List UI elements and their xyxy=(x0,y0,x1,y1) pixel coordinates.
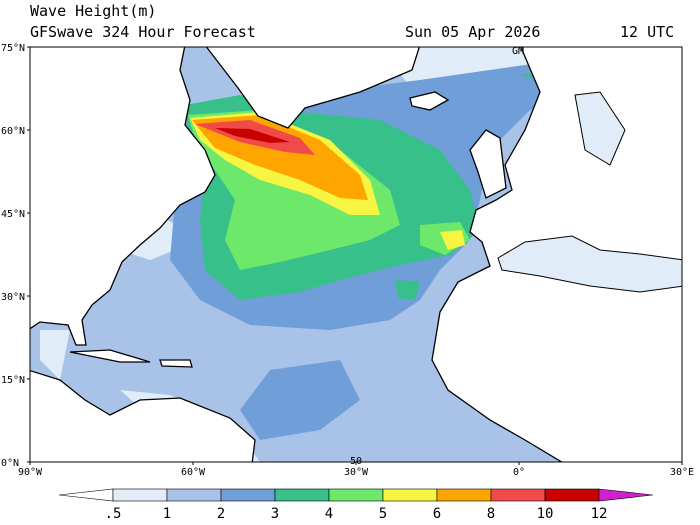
colorbar-label: 2 xyxy=(217,506,225,522)
colorbar-label: 10 xyxy=(537,506,554,522)
lon-label: 30°W xyxy=(344,467,369,478)
lon-label: 90°W xyxy=(18,467,43,478)
colorbar-label: 8 xyxy=(487,506,495,522)
lat-label: 60°N xyxy=(1,126,25,137)
map: GM 50 xyxy=(29,46,683,467)
lat-label: 30°N xyxy=(1,292,25,303)
lon-label: 0° xyxy=(513,467,525,478)
colorbar-segment xyxy=(166,488,222,502)
colorbar-segment xyxy=(382,488,438,502)
annotation: 50 xyxy=(350,456,362,467)
time: 12 UTC xyxy=(620,23,674,41)
colorbar-label: 12 xyxy=(591,506,608,522)
iceland xyxy=(409,91,450,111)
lat-label: 75°N xyxy=(1,43,25,54)
subtitle: GFSwave 324 Hour Forecast xyxy=(30,23,256,41)
colorbar-label: 4 xyxy=(325,506,333,522)
colorbar-label: .5 xyxy=(105,506,122,522)
lon-label: 30°E xyxy=(670,467,694,478)
colorbar-segment xyxy=(436,488,492,502)
colorbar-segment xyxy=(544,488,600,502)
lat-label: 45°N xyxy=(1,209,25,220)
annotation: GM xyxy=(512,46,524,57)
date: Sun 05 Apr 2026 xyxy=(405,23,540,41)
caribbean xyxy=(69,349,193,368)
colorbar-label: 6 xyxy=(433,506,441,522)
inland-seas xyxy=(497,91,682,293)
lon-label: 60°W xyxy=(181,467,206,478)
colorbar-label: 1 xyxy=(163,506,171,522)
greenland xyxy=(205,47,421,129)
colorbar-segment xyxy=(598,488,654,502)
lat-label: 0°N xyxy=(1,458,19,469)
colorbar-segment xyxy=(490,488,546,502)
peak-waves xyxy=(215,128,290,143)
north-america xyxy=(30,47,216,346)
britain xyxy=(469,129,507,199)
colorbar-segment xyxy=(274,488,330,502)
colorbar-segment xyxy=(328,488,384,502)
colorbar-segment xyxy=(58,488,114,502)
colorbar: .5 1 2 3 4 5 6 8 10 12 xyxy=(58,488,654,522)
lat-label: 15°N xyxy=(1,375,25,386)
axes: 75°N 60°N 45°N 30°N 15°N 0°N90°W 60°W 30°W 0° 30°… xyxy=(1,43,694,478)
title: Wave Height(m) xyxy=(30,2,156,20)
colorbar-label: 3 xyxy=(271,506,279,522)
south-america xyxy=(30,369,256,462)
colorbar-segment xyxy=(220,488,276,502)
colorbar-segment xyxy=(112,488,168,502)
colorbar-label: 5 xyxy=(379,506,387,522)
